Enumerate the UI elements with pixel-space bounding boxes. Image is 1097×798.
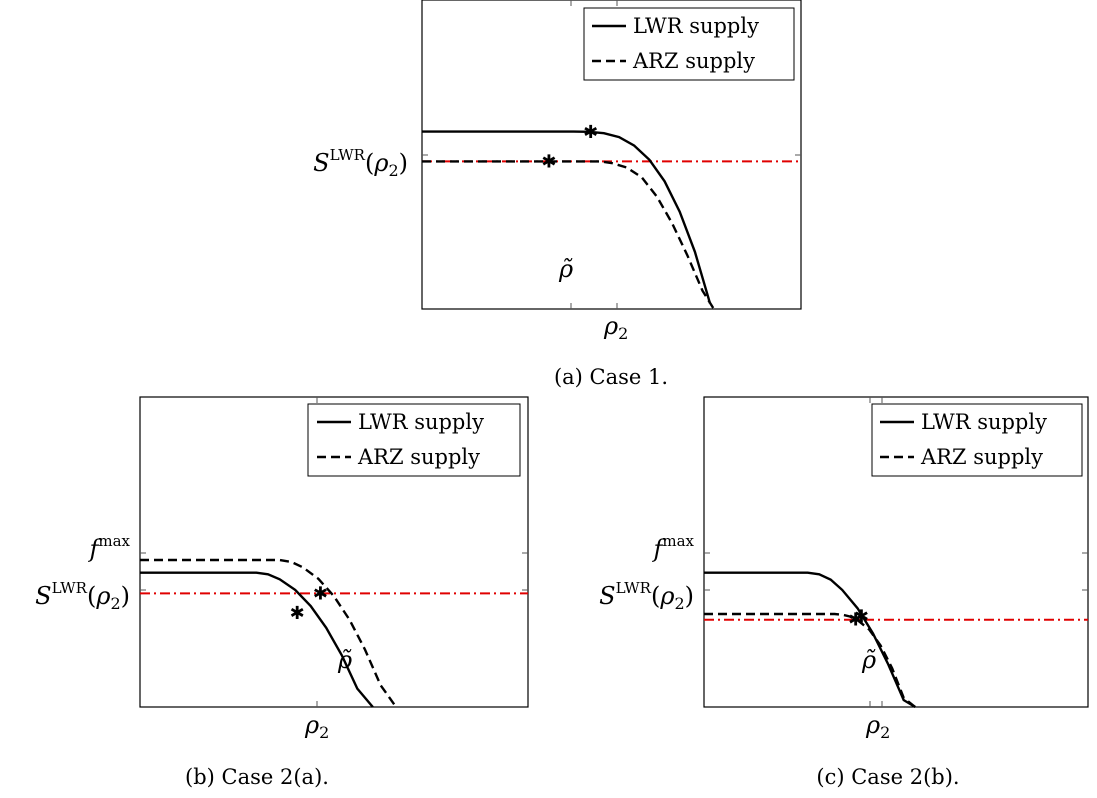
legend-lwr-label: LWR supply xyxy=(921,410,1047,434)
legend: LWR supply ARZ supply xyxy=(583,7,795,81)
legend-box xyxy=(871,403,1083,477)
x-axis-label: ρ2 xyxy=(304,711,329,742)
lwr-supply-line xyxy=(704,571,916,709)
x-tick-label-rho-tilde: ρ̃ xyxy=(337,646,352,674)
legend-box xyxy=(307,403,521,477)
arz-supply-line xyxy=(422,160,715,310)
caption: (c) Case 2(b). xyxy=(816,765,959,789)
legend: LWR supply ARZ supply xyxy=(871,403,1083,477)
lwr-supply-line xyxy=(140,571,374,708)
arz-supply-line xyxy=(140,558,398,708)
intersection-markers: ✱✱ xyxy=(541,122,598,173)
intersection-markers: ✱✱ xyxy=(848,606,869,630)
caption: (b) Case 2(a). xyxy=(185,765,329,789)
intersection-markers: ✱✱ xyxy=(290,583,328,624)
plot-frame xyxy=(139,396,529,708)
intersection-marker: ✱ xyxy=(541,151,556,172)
x-tick-label-rho-tilde: ρ̃ xyxy=(861,646,876,674)
lwr-supply-line xyxy=(422,130,712,304)
legend-arz-label: ARZ supply xyxy=(920,445,1043,469)
panel-case-2b: ✱✱ fmax SLWR(ρ2) ρ̃ ρ2 LWR supply ARZ su… xyxy=(599,396,1089,789)
plot-frame xyxy=(703,396,1089,708)
y-tick-label-f-max: fmax xyxy=(651,532,694,563)
legend-arz-label: ARZ supply xyxy=(632,49,755,73)
legend-box xyxy=(583,7,795,81)
x-axis-label: ρ2 xyxy=(603,312,628,343)
panel-case-2a: ✱✱ fmax SLWR(ρ2) ρ̃ ρ2 LWR supply ARZ su… xyxy=(35,396,529,789)
x-tick-label-rho-tilde: ρ̃ xyxy=(558,255,573,283)
legend-arz-label: ARZ supply xyxy=(357,445,480,469)
y-tick-label-s-lwr: SLWR(ρ2) xyxy=(35,579,130,613)
intersection-marker: ✱ xyxy=(583,122,598,143)
legend: LWR supply ARZ supply xyxy=(307,403,521,477)
arz-supply-line xyxy=(704,612,916,708)
intersection-marker: ✱ xyxy=(290,603,305,624)
y-tick-label-s-lwr: SLWR(ρ2) xyxy=(599,579,694,613)
panel-case-1: ✱✱ SLWR(ρ2) ρ̃ ρ2 LWR supply ARZ supply … xyxy=(313,0,802,389)
y-tick-label-f-max: fmax xyxy=(87,532,130,563)
y-tick-label-s-lwr: SLWR(ρ2) xyxy=(313,146,408,180)
legend-lwr-label: LWR supply xyxy=(358,410,484,434)
legend-lwr-label: LWR supply xyxy=(633,14,759,38)
intersection-marker: ✱ xyxy=(848,610,863,631)
x-axis-label: ρ2 xyxy=(865,711,890,742)
intersection-marker: ✱ xyxy=(313,583,328,604)
caption: (a) Case 1. xyxy=(554,365,668,389)
intersection-marker: ✱ xyxy=(854,606,869,627)
